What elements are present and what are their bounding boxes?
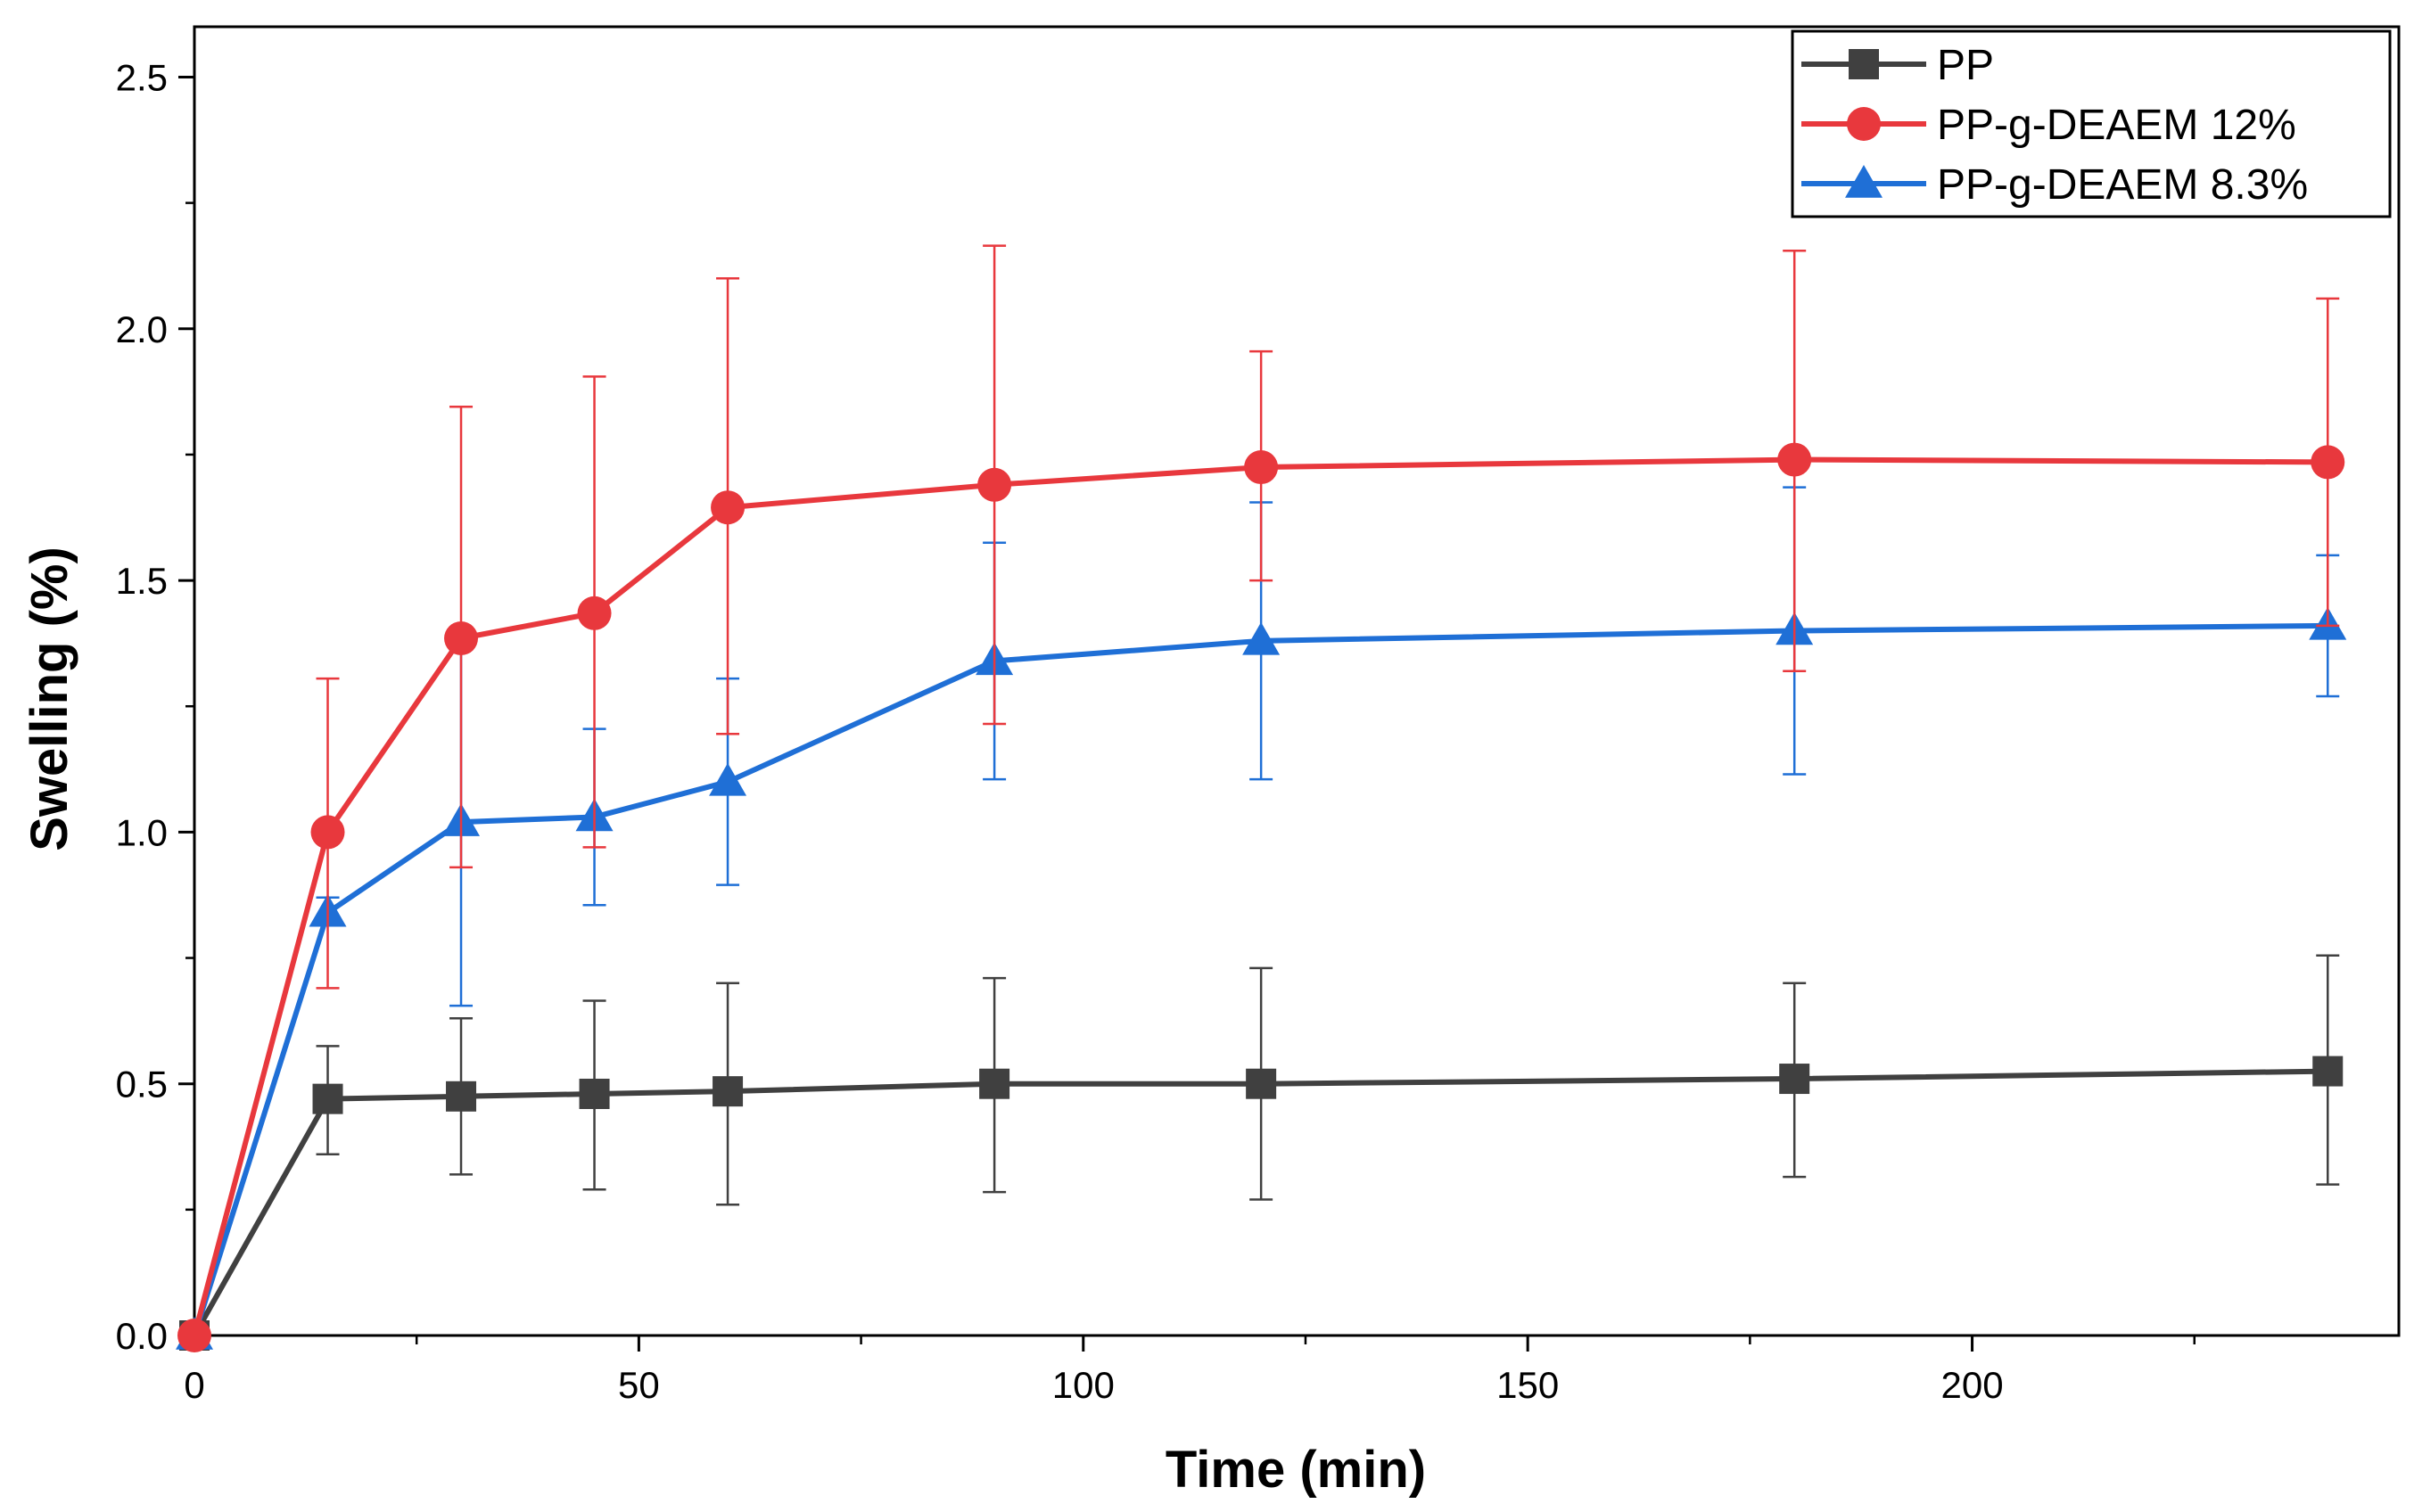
series-2 (177, 244, 2345, 1352)
legend-swatch-marker (1847, 107, 1881, 141)
data-point (1779, 1064, 1810, 1095)
legend-item: PP (1801, 42, 1994, 89)
data-point (310, 815, 345, 850)
legend-swatch-marker (1849, 49, 1879, 79)
legend-label: PP-g-DEAEM 8.3% (1937, 161, 2308, 209)
y-tick-label: 2.0 (116, 308, 168, 350)
data-point (312, 1083, 343, 1114)
y-axis: 0.0 0.5 1.0 1.5 2.0 2.5 (116, 56, 194, 1357)
y-axis-title: Swelling (%) (21, 546, 78, 851)
y-tick-label: 1.0 (116, 811, 168, 853)
y-tick-label: 0.0 (116, 1315, 168, 1357)
y-tick-label: 1.5 (116, 560, 168, 602)
x-axis: 0 50 100 150 200 (184, 1335, 2196, 1406)
series-layer (176, 244, 2347, 1352)
data-point (1242, 621, 1281, 655)
y-tick-label: 0.5 (116, 1064, 168, 1105)
data-point (979, 1068, 1010, 1099)
plot-area (193, 25, 2401, 1337)
series-1 (179, 954, 2344, 1351)
data-point (1246, 1068, 1277, 1099)
x-tick-label: 100 (1052, 1364, 1115, 1406)
data-point (711, 490, 746, 525)
data-point (444, 621, 479, 656)
plot-border (193, 25, 2401, 1337)
data-point (713, 1076, 744, 1107)
x-tick-label: 150 (1496, 1364, 1559, 1406)
x-tick-label: 50 (618, 1364, 660, 1406)
data-point (1777, 442, 1812, 477)
data-point (177, 1319, 211, 1352)
data-point (577, 596, 612, 630)
x-axis-title: Time (min) (1166, 1441, 1426, 1499)
legend-label: PP-g-DEAEM 12% (1937, 102, 2296, 149)
x-tick-label: 200 (1941, 1364, 2004, 1406)
legend: PP PP-g-DEAEM 12% PP-g-DEAEM 8.3% (1791, 29, 2392, 218)
data-point (579, 1078, 610, 1109)
data-point (2312, 1056, 2344, 1087)
series-3 (176, 486, 2347, 1350)
legend-item: PP-g-DEAEM 12% (1801, 102, 2296, 149)
data-point (446, 1081, 477, 1112)
data-point (709, 762, 747, 796)
x-tick-label: 0 (184, 1364, 204, 1406)
data-point (2311, 445, 2345, 480)
y-tick-label: 2.5 (116, 56, 168, 98)
legend-swatch-marker (1845, 165, 1883, 198)
legend-item: PP-g-DEAEM 8.3% (1801, 161, 2308, 209)
legend-label: PP (1937, 42, 1994, 89)
data-point (1244, 450, 1279, 485)
data-point (977, 467, 1012, 502)
